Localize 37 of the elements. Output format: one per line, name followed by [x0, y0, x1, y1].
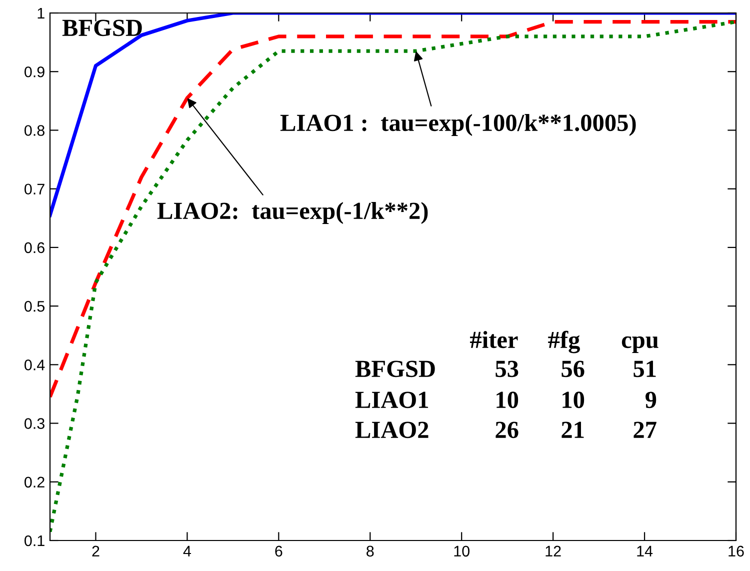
x-tick-label: 12 — [546, 546, 561, 556]
annotation: 53 — [496, 360, 518, 378]
annotation: LIAO2 — [355, 422, 428, 438]
y-tick-label: 0.2 — [24, 476, 44, 488]
x-tick-label: 6 — [275, 546, 282, 557]
y-tick-label: 0.4 — [24, 360, 45, 370]
annotation: 21 — [562, 422, 584, 438]
x-tick-label: 10 — [454, 546, 470, 557]
y-tick-label: 0.5 — [24, 300, 44, 312]
annotation: #iter — [470, 330, 518, 348]
annotation: 9 — [646, 392, 656, 408]
x-tick-label: 14 — [637, 546, 653, 556]
annotation: 56 — [562, 360, 584, 378]
annotation: 26 — [496, 422, 518, 438]
y-tick-label: 0.9 — [24, 66, 44, 78]
y-tick-label: 0.6 — [24, 242, 44, 254]
annotation: 10 — [562, 392, 584, 408]
y-tick-label: 0.8 — [24, 125, 44, 136]
annotation: 51 — [634, 360, 656, 378]
annotation: LIAO1 — [355, 392, 428, 408]
y-tick-label: 0.7 — [24, 184, 44, 195]
y-tick-label: 1 — [38, 8, 44, 19]
annotation: BFGSD — [62, 20, 142, 36]
x-tick-label: 4 — [183, 546, 191, 556]
x-tick-label: 16 — [728, 546, 744, 557]
y-tick-label: 0.1 — [24, 535, 44, 546]
annotation: #fg — [548, 330, 580, 354]
line-series — [50, 20, 736, 534]
annotation: LIAO1 : tau=exp(-100/k**1.0005) — [280, 114, 636, 136]
annotation: BFGSD — [355, 360, 435, 378]
annotation: cpu — [622, 336, 658, 354]
y-tick-label: 0.3 — [24, 418, 44, 429]
annotation: 27 — [634, 422, 656, 438]
x-tick-label: 2 — [92, 546, 100, 556]
x-tick-label: 8 — [366, 546, 374, 557]
annotation: LIAO2: tau=exp(-1/k**2) — [157, 202, 428, 224]
annotation: 10 — [496, 392, 518, 408]
